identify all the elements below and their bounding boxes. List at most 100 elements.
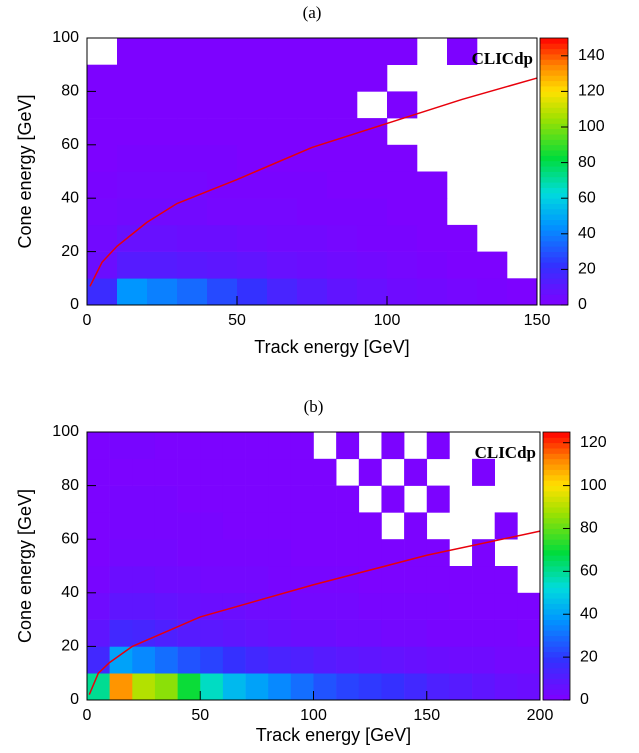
heatmap-cell <box>447 38 478 65</box>
colorbar-step <box>543 630 570 637</box>
y-axis-label: Cone energy [GeV] <box>15 489 35 643</box>
heatmap-cell <box>200 432 224 460</box>
colorbar-step <box>540 128 568 135</box>
heatmap-cell <box>207 91 238 119</box>
heatmap-cell <box>449 646 473 674</box>
heatmap-cell <box>417 278 448 306</box>
heatmap-cell <box>336 566 360 594</box>
heatmap-cell <box>357 278 388 306</box>
heatmap-cell <box>154 619 178 647</box>
heatmap-cell <box>381 432 405 460</box>
colorbar-step <box>540 160 568 167</box>
heatmap-cell <box>222 512 246 540</box>
heatmap-cell <box>245 646 269 674</box>
heatmap-cell <box>472 539 495 567</box>
heatmap-cell <box>109 539 133 567</box>
heatmap-cell <box>313 512 337 540</box>
heatmap-cell <box>87 485 110 513</box>
heatmap-cell <box>222 539 246 567</box>
colorbar-step <box>543 432 570 438</box>
colorbar-step <box>540 176 568 183</box>
heatmap-cell <box>267 118 298 146</box>
colorbar-step <box>543 598 570 604</box>
heatmap-cell <box>387 38 418 65</box>
colorbar-tick-label: 80 <box>580 520 598 537</box>
colorbar-step <box>543 592 570 599</box>
colorbar-step <box>543 673 570 679</box>
heatmap-cell <box>177 38 208 65</box>
colorbar-step <box>540 80 568 87</box>
heatmap-cell <box>290 458 314 486</box>
heatmap-cell <box>87 512 110 540</box>
colorbar-step <box>540 54 568 60</box>
heatmap-cell <box>237 38 268 65</box>
heatmap-cell <box>297 118 328 146</box>
heatmap-cell <box>327 144 358 172</box>
colorbar-step <box>543 453 570 460</box>
heatmap-cell <box>222 646 246 674</box>
colorbar-step <box>540 246 568 252</box>
heatmap-cell <box>200 485 224 513</box>
heatmap-cell <box>426 673 450 701</box>
heatmap-cell <box>117 198 148 226</box>
heatmap-cell <box>290 592 314 620</box>
heatmap-cell <box>404 673 428 701</box>
heatmap-cell <box>494 646 518 674</box>
x-tick-label: 200 <box>527 707 554 724</box>
colorbar-tick-label: 0 <box>580 691 589 708</box>
colorbar-step <box>543 549 570 556</box>
heatmap-cell <box>472 619 495 647</box>
y-tick-label: 80 <box>61 83 79 100</box>
heatmap-cell <box>387 224 418 252</box>
colorbar-tick-label: 60 <box>578 189 596 206</box>
x-tick-label: 50 <box>228 312 246 329</box>
heatmap-cell <box>426 485 450 513</box>
heatmap-cell <box>297 38 328 65</box>
heatmap-cell <box>267 91 298 119</box>
colorbar-step <box>543 507 570 513</box>
heatmap-cell <box>200 592 224 620</box>
colorbar-step <box>540 75 568 82</box>
heatmap-cell <box>357 171 388 199</box>
heatmap-cell <box>147 38 178 65</box>
fit-curve <box>88 530 541 695</box>
heatmap-cell <box>237 171 268 199</box>
colorbar-step <box>543 458 570 465</box>
y-tick-label: 20 <box>61 243 79 260</box>
heatmap-cell <box>417 224 448 252</box>
colorbar-frame <box>539 37 569 306</box>
colorbar-step <box>543 662 570 669</box>
heatmap-cell <box>200 673 224 701</box>
heatmap-cell <box>313 566 337 594</box>
heatmap-cell <box>207 251 238 279</box>
heatmap-cell <box>222 619 246 647</box>
heatmap-cell <box>404 512 428 540</box>
heatmap-cell <box>200 458 224 486</box>
heatmap-cell <box>109 432 133 460</box>
colorbar-tick-label: 40 <box>578 225 596 242</box>
colorbar-step <box>540 240 568 247</box>
heatmap-cell <box>177 566 201 594</box>
x-tick-label: 100 <box>300 707 327 724</box>
heatmap-cell <box>327 251 358 279</box>
colorbar-step <box>540 123 568 130</box>
heatmap-cell <box>267 251 298 279</box>
heatmap-cell <box>177 251 208 279</box>
colorbar-step <box>543 566 570 572</box>
heatmap-cell <box>109 592 133 620</box>
heatmap-cell <box>472 646 495 674</box>
heatmap-cell <box>245 512 269 540</box>
colorbar-step <box>540 288 568 295</box>
heatmap-cell <box>494 512 518 540</box>
heatmap-cell <box>477 278 508 306</box>
heatmap-cell <box>117 278 148 306</box>
heatmap-cell <box>267 278 298 306</box>
heatmap-cell <box>245 539 269 567</box>
heatmap-cell <box>268 619 292 647</box>
heatmap-cell <box>449 592 473 620</box>
heatmap-cell <box>381 592 405 620</box>
colorbar-tick-label: 20 <box>578 261 596 278</box>
colorbar-step <box>540 230 568 236</box>
heatmap-cell <box>297 224 328 252</box>
